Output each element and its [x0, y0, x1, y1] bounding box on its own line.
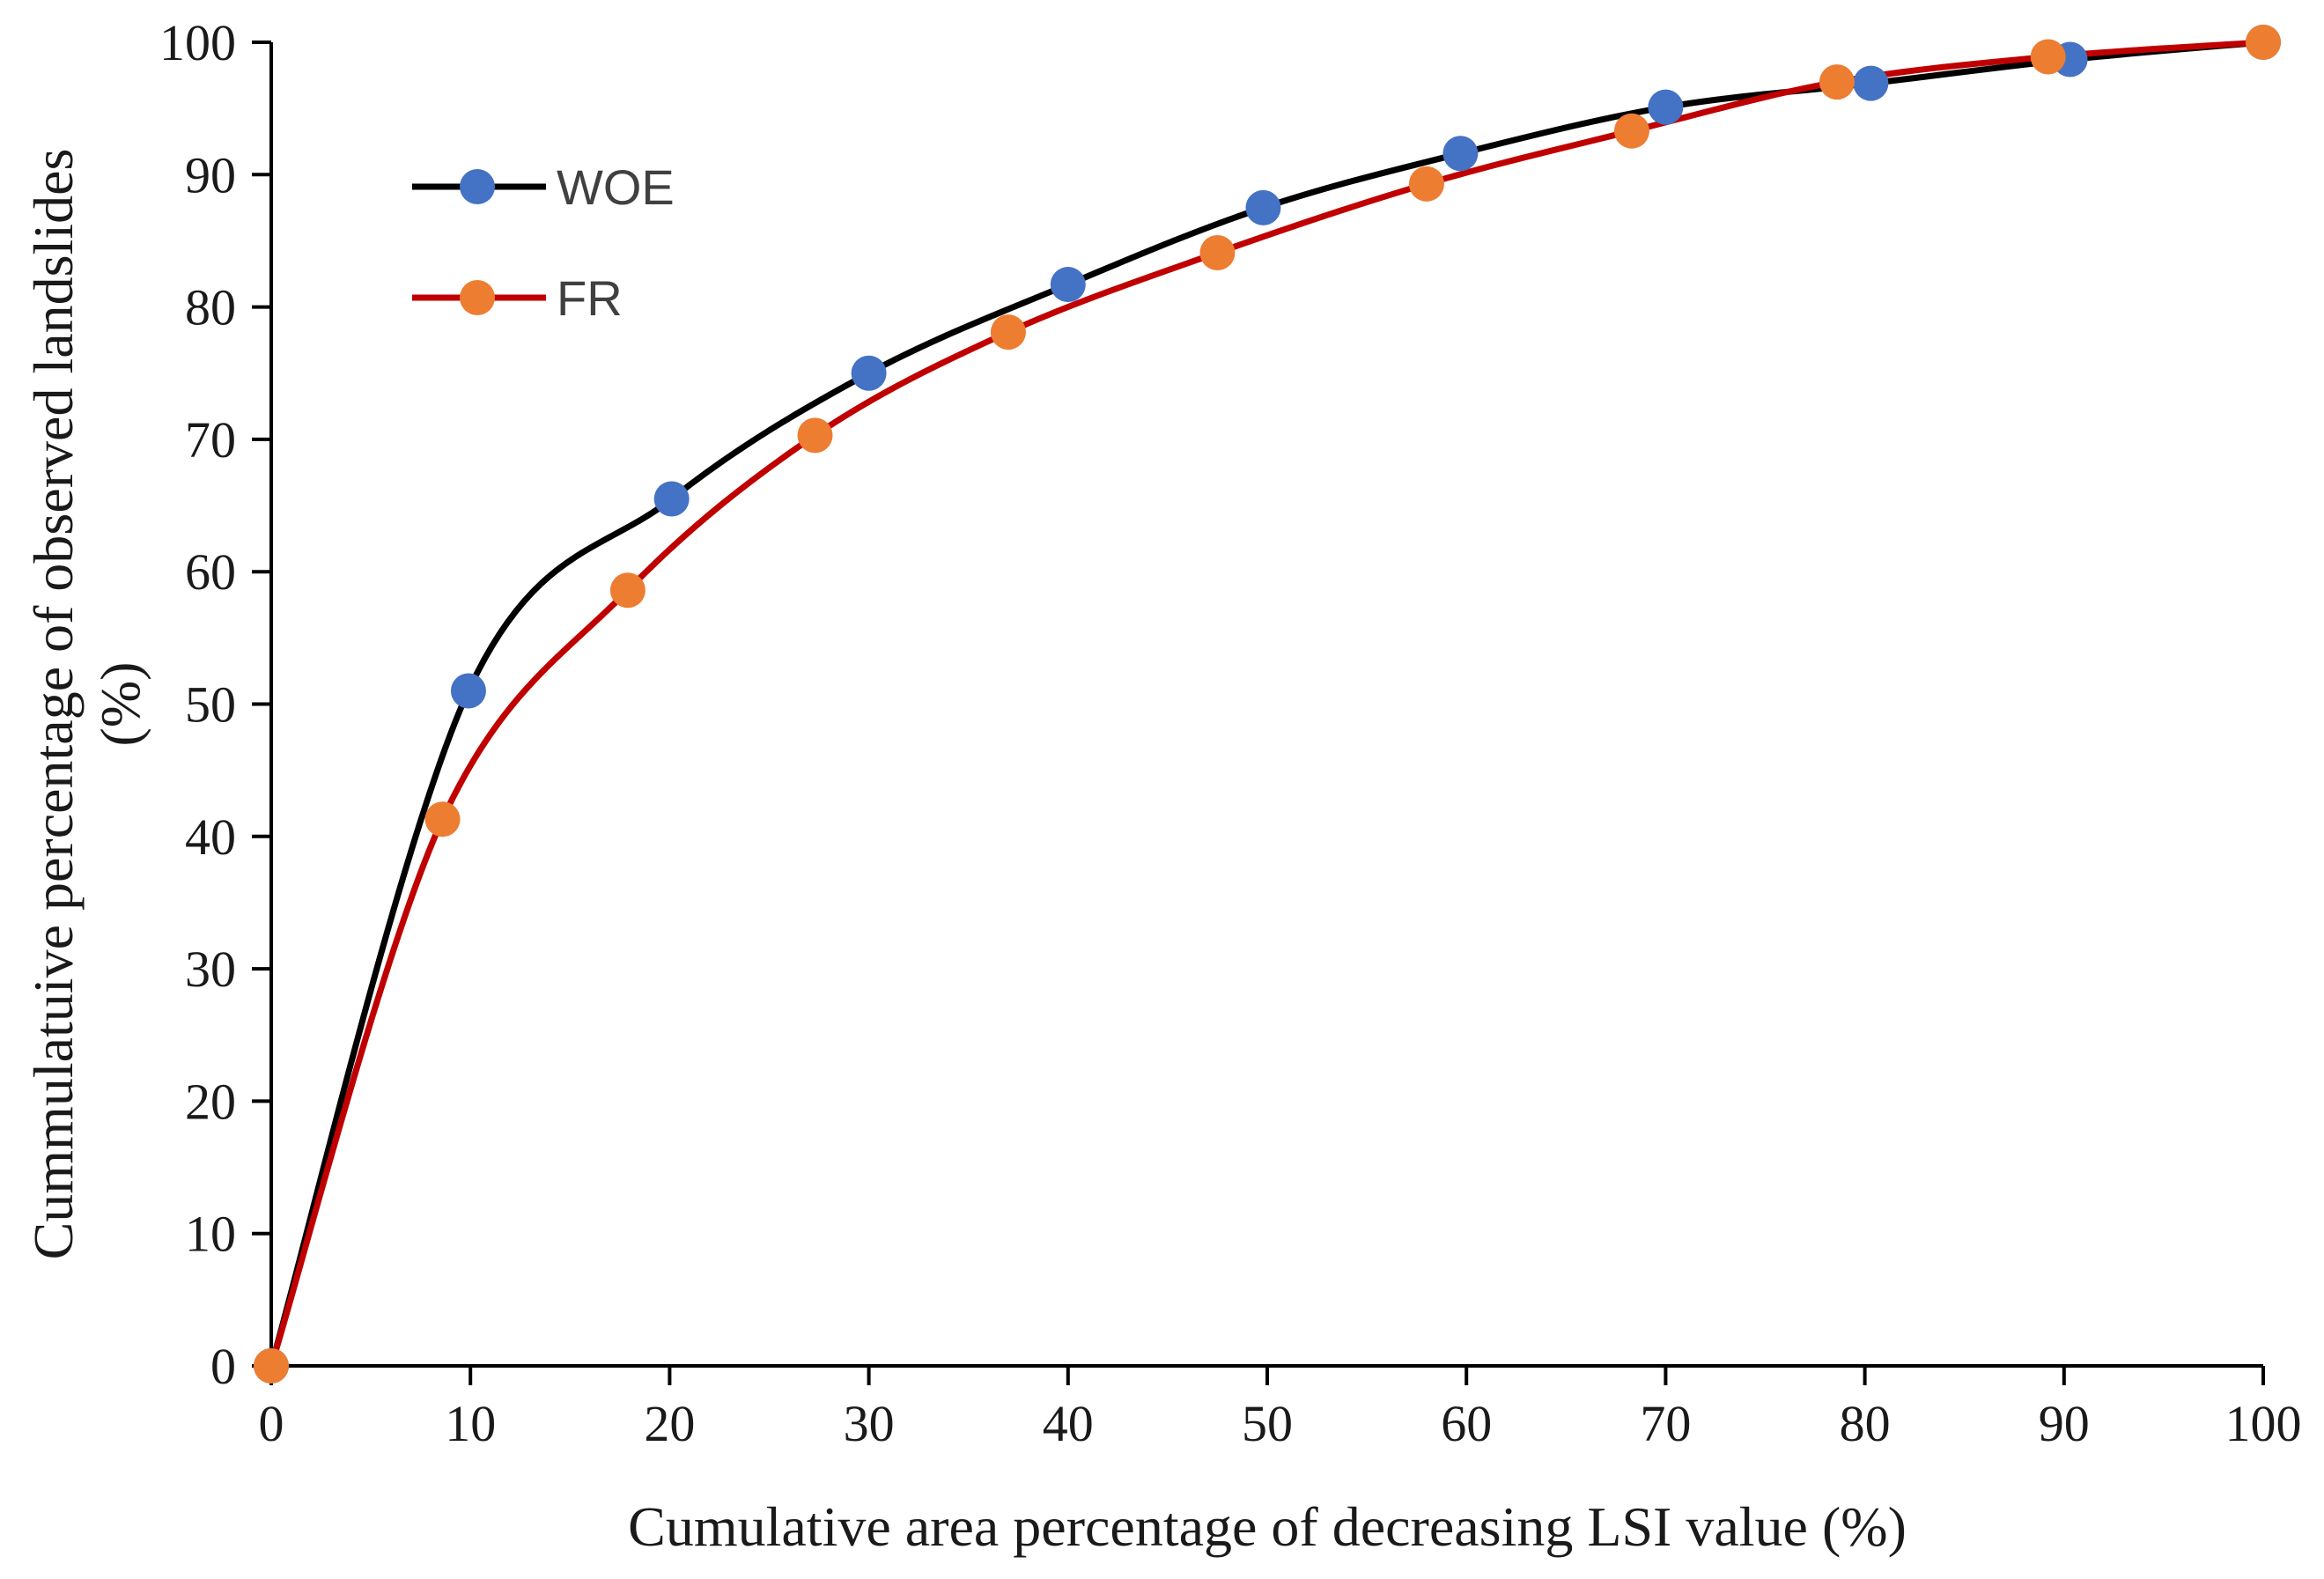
x-tick-label: 0	[259, 1395, 284, 1452]
data-point-fr	[797, 417, 833, 454]
data-point-woe	[653, 481, 690, 517]
axes-layer: 0 10 20 30 40 50 60 70 80 90 100 0 10 20 30 40 50 60 70 80 9…	[22, 14, 2302, 1558]
x-tick-label: 70	[1640, 1395, 1691, 1452]
data-point-fr	[254, 1348, 289, 1383]
data-point-fr	[990, 314, 1026, 350]
data-point-fr	[2246, 25, 2281, 60]
data-point-woe	[450, 673, 486, 709]
series-line-fr	[268, 39, 2264, 1368]
y-tick-label: 50	[185, 676, 236, 734]
x-tick-label: 20	[644, 1395, 695, 1452]
y-tick-label: 90	[185, 146, 236, 203]
data-point-woe	[1648, 89, 1684, 125]
data-point-woe	[1245, 189, 1281, 225]
x-tick-label: 10	[445, 1395, 496, 1452]
x-tick-label: 40	[1043, 1395, 1094, 1452]
y-tick-label: 20	[185, 1073, 236, 1130]
y-tick-label: 80	[185, 279, 236, 336]
y-tick-label: 100	[159, 14, 236, 71]
series-line-woe	[268, 39, 2264, 1367]
x-tick-label: 80	[1840, 1395, 1891, 1452]
data-point-woe	[1442, 136, 1479, 172]
legend: WOE FR	[412, 159, 675, 326]
data-point-fr	[424, 801, 461, 837]
x-axis-title: Cumulative area percentage of decreasing…	[628, 1495, 1907, 1558]
x-tick-label: 60	[1441, 1395, 1492, 1452]
data-point-woe	[851, 355, 887, 391]
legend-marker-woe	[460, 169, 495, 204]
y-tick-label: 40	[185, 808, 236, 866]
data-point-fr	[1199, 234, 1236, 270]
data-point-fr	[2030, 39, 2066, 75]
y-tick-label: 30	[185, 941, 236, 998]
x-tick-label: 100	[2225, 1395, 2302, 1452]
x-tick-label: 30	[844, 1395, 895, 1452]
x-tick-label: 50	[1242, 1395, 1293, 1452]
series-layer	[254, 25, 2281, 1383]
data-point-fr	[1408, 166, 1444, 202]
data-point-fr	[609, 572, 646, 609]
legend-marker-fr	[460, 280, 495, 315]
legend-label-woe: WOE	[557, 159, 675, 215]
y-tick-label: 70	[185, 411, 236, 469]
data-point-fr	[1819, 64, 1855, 100]
y-axis-title-unit: (%)	[89, 662, 151, 747]
y-tick-label: 0	[210, 1338, 236, 1395]
y-tick-label: 10	[185, 1206, 236, 1263]
x-tick-label: 90	[2039, 1395, 2090, 1452]
data-point-woe	[1853, 65, 1889, 101]
y-axis-title: Cummulatuive percentage of observed land…	[22, 149, 85, 1260]
data-point-fr	[1613, 113, 1649, 149]
data-point-woe	[1050, 267, 1086, 303]
y-tick-label: 60	[185, 543, 236, 601]
legend-label-fr: FR	[557, 270, 623, 326]
